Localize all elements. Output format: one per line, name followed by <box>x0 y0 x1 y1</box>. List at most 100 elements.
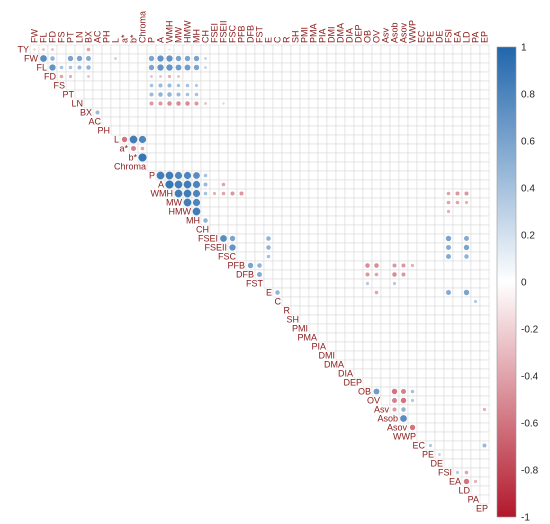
grid-cell <box>344 98 355 109</box>
grid-cell <box>326 278 337 289</box>
column-label: PA <box>471 32 481 43</box>
grid-cell <box>290 188 301 199</box>
correlation-dot <box>463 478 470 485</box>
grid-cell <box>290 71 301 82</box>
grid-cell <box>380 359 391 370</box>
grid-cell <box>434 359 445 370</box>
grid-cell <box>218 44 229 55</box>
grid-cell <box>389 179 400 190</box>
grid-cell <box>380 305 391 316</box>
grid-cell <box>254 143 265 154</box>
grid-cell <box>236 224 247 235</box>
grid-cell <box>398 323 409 334</box>
grid-cell <box>245 107 256 118</box>
correlation-dot <box>391 388 398 395</box>
grid-cell <box>83 89 94 100</box>
correlation-dot <box>239 191 244 196</box>
grid-cell <box>119 89 130 100</box>
correlation-dot <box>192 198 201 207</box>
grid-cell <box>119 125 130 136</box>
grid-cell <box>434 215 445 226</box>
grid-cell <box>308 314 319 325</box>
grid-cell <box>317 251 328 262</box>
grid-cell <box>209 170 220 181</box>
grid-cell <box>407 125 418 136</box>
grid-cell <box>443 179 454 190</box>
grid-cell <box>173 44 184 55</box>
grid-cell <box>434 278 445 289</box>
grid-cell <box>353 98 364 109</box>
grid-cell <box>335 314 346 325</box>
grid-cell <box>461 134 472 145</box>
grid-cell <box>308 62 319 73</box>
grid-cell <box>308 71 319 82</box>
correlation-dot <box>247 262 254 269</box>
grid-cell <box>326 332 337 343</box>
grid-cell <box>137 89 148 100</box>
correlation-dot <box>401 389 406 394</box>
grid-cell <box>335 125 346 136</box>
grid-cell <box>398 251 409 262</box>
grid-cell <box>326 89 337 100</box>
correlation-dot <box>266 236 271 241</box>
grid-cell <box>452 368 463 379</box>
row-label: FST <box>246 279 264 289</box>
grid-cell <box>263 188 274 199</box>
grid-cell <box>398 278 409 289</box>
grid-cell <box>200 89 211 100</box>
grid-cell <box>272 251 283 262</box>
grid-cell <box>335 287 346 298</box>
grid-cell <box>335 197 346 208</box>
correlation-dot <box>138 153 147 162</box>
correlation-dot <box>455 470 460 475</box>
grid-cell <box>101 71 112 82</box>
grid-cell <box>371 341 382 352</box>
grid-cell <box>290 152 301 163</box>
grid-cell <box>164 134 175 145</box>
grid-cell <box>236 161 247 172</box>
grid-cell <box>344 80 355 91</box>
grid-cell <box>209 125 220 136</box>
grid-cell <box>398 161 409 172</box>
grid-cell <box>317 80 328 91</box>
correlation-dot <box>230 191 235 196</box>
grid-cell <box>344 296 355 307</box>
grid-cell <box>452 215 463 226</box>
grid-cell <box>308 44 319 55</box>
grid-cell <box>371 125 382 136</box>
grid-cell <box>272 125 283 136</box>
grid-cell <box>209 143 220 154</box>
grid-cell <box>335 224 346 235</box>
grid-cell <box>371 242 382 253</box>
grid-cell <box>434 314 445 325</box>
grid-cell <box>407 224 418 235</box>
color-scale-legend: 1 0.8 0.6 0.4 0.2 0 -0.2 -0.4 -0.6 -0.8 -1 <box>496 43 539 524</box>
grid-cell <box>173 125 184 136</box>
grid-cell <box>434 44 445 55</box>
grid-cell <box>353 197 364 208</box>
grid-cell <box>425 143 436 154</box>
grid-cell <box>371 206 382 217</box>
grid-cell <box>380 233 391 244</box>
grid-cell <box>425 89 436 100</box>
grid-cell <box>209 116 220 127</box>
grid-cell <box>452 170 463 181</box>
grid-cell <box>407 152 418 163</box>
correlation-dot <box>87 75 90 78</box>
grid-cell <box>461 341 472 352</box>
correlation-dot <box>401 407 406 412</box>
grid-cell <box>470 215 481 226</box>
grid-cell <box>398 305 409 316</box>
grid-cell <box>425 125 436 136</box>
grid-cell <box>209 215 220 226</box>
grid-cell <box>326 215 337 226</box>
grid-cell <box>452 62 463 73</box>
grid-cell <box>344 305 355 316</box>
colorbar-tick-label: 1 <box>521 43 527 54</box>
grid-cell <box>164 107 175 118</box>
grid-cell <box>317 323 328 334</box>
grid-cell <box>263 80 274 91</box>
grid-cell <box>146 125 157 136</box>
correlation-dot <box>40 55 47 62</box>
column-label: FD <box>48 31 58 43</box>
